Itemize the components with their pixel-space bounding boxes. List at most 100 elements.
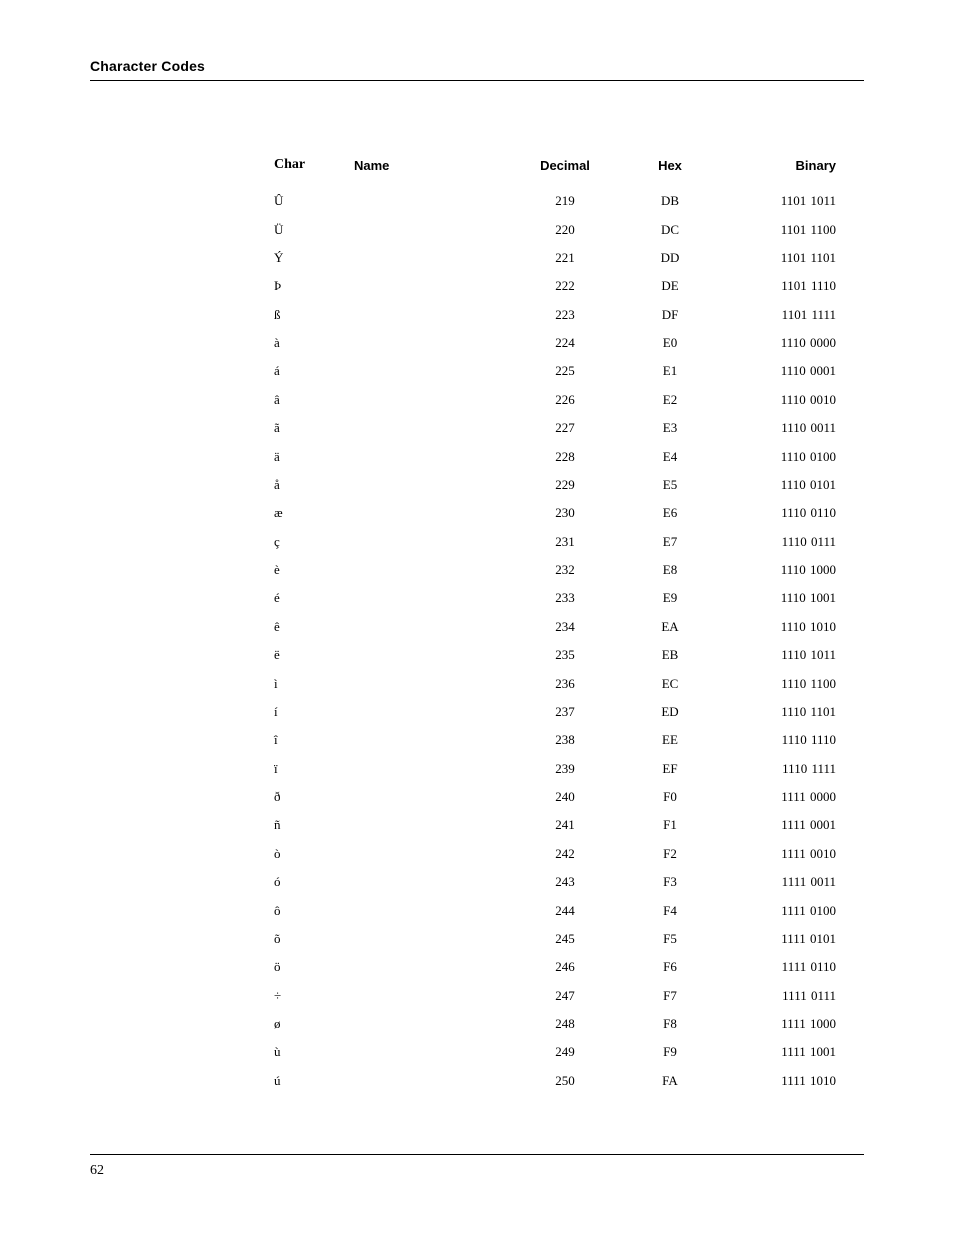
cell-hex: F0 bbox=[620, 783, 720, 811]
cell-decimal: 239 bbox=[510, 755, 620, 783]
cell-hex: DE bbox=[620, 272, 720, 300]
cell-binary: 1101 1110 bbox=[720, 272, 840, 300]
cell-name bbox=[350, 272, 510, 300]
cell-binary: 1111 0111 bbox=[720, 982, 840, 1010]
cell-char: ô bbox=[270, 896, 350, 924]
cell-name bbox=[350, 896, 510, 924]
cell-name bbox=[350, 726, 510, 754]
cell-hex: F1 bbox=[620, 811, 720, 839]
cell-decimal: 243 bbox=[510, 868, 620, 896]
cell-binary: 1110 0101 bbox=[720, 471, 840, 499]
cell-binary: 1101 1101 bbox=[720, 244, 840, 272]
cell-char: ú bbox=[270, 1067, 350, 1095]
cell-decimal: 248 bbox=[510, 1010, 620, 1038]
cell-name bbox=[350, 499, 510, 527]
table-row: ð240F01111 0000 bbox=[270, 783, 840, 811]
cell-decimal: 227 bbox=[510, 414, 620, 442]
cell-hex: E3 bbox=[620, 414, 720, 442]
cell-char: Ý bbox=[270, 244, 350, 272]
cell-decimal: 221 bbox=[510, 244, 620, 272]
cell-binary: 1110 1001 bbox=[720, 584, 840, 612]
table-row: ë235EB1110 1011 bbox=[270, 641, 840, 669]
cell-name bbox=[350, 755, 510, 783]
cell-decimal: 246 bbox=[510, 953, 620, 981]
table-body: Û219DB1101 1011Ü220DC1101 1100Ý221DD1101… bbox=[270, 187, 840, 1095]
cell-hex: E9 bbox=[620, 584, 720, 612]
table-row: í237ED1110 1101 bbox=[270, 698, 840, 726]
cell-name bbox=[350, 925, 510, 953]
cell-hex: E8 bbox=[620, 556, 720, 584]
table-row: ó243F31111 0011 bbox=[270, 868, 840, 896]
cell-name bbox=[350, 584, 510, 612]
cell-decimal: 236 bbox=[510, 669, 620, 697]
cell-binary: 1111 1001 bbox=[720, 1038, 840, 1066]
cell-name bbox=[350, 641, 510, 669]
cell-name bbox=[350, 1010, 510, 1038]
table-row: ï239EF1110 1111 bbox=[270, 755, 840, 783]
cell-name bbox=[350, 329, 510, 357]
cell-hex: F8 bbox=[620, 1010, 720, 1038]
cell-binary: 1110 0010 bbox=[720, 386, 840, 414]
cell-decimal: 234 bbox=[510, 613, 620, 641]
cell-hex: E1 bbox=[620, 357, 720, 385]
cell-char: é bbox=[270, 584, 350, 612]
cell-binary: 1111 0110 bbox=[720, 953, 840, 981]
cell-binary: 1110 0110 bbox=[720, 499, 840, 527]
cell-binary: 1110 0001 bbox=[720, 357, 840, 385]
cell-hex: F9 bbox=[620, 1038, 720, 1066]
table-row: ç231E71110 0111 bbox=[270, 528, 840, 556]
cell-decimal: 240 bbox=[510, 783, 620, 811]
cell-decimal: 220 bbox=[510, 215, 620, 243]
cell-hex: EA bbox=[620, 613, 720, 641]
table-row: ö246F61111 0110 bbox=[270, 953, 840, 981]
cell-binary: 1101 1100 bbox=[720, 215, 840, 243]
table-row: ú250FA1111 1010 bbox=[270, 1067, 840, 1095]
cell-decimal: 242 bbox=[510, 840, 620, 868]
cell-binary: 1110 1000 bbox=[720, 556, 840, 584]
cell-decimal: 223 bbox=[510, 301, 620, 329]
table-row: Û219DB1101 1011 bbox=[270, 187, 840, 215]
table-row: ã227E31110 0011 bbox=[270, 414, 840, 442]
cell-name bbox=[350, 357, 510, 385]
table-row: à224E01110 0000 bbox=[270, 329, 840, 357]
table-row: ø248F81111 1000 bbox=[270, 1010, 840, 1038]
cell-name bbox=[350, 215, 510, 243]
cell-char: Þ bbox=[270, 272, 350, 300]
cell-decimal: 229 bbox=[510, 471, 620, 499]
running-header: Character Codes bbox=[90, 58, 864, 81]
cell-char: â bbox=[270, 386, 350, 414]
table-header-row: Char Name Decimal Hex Binary bbox=[270, 151, 840, 187]
col-header-binary: Binary bbox=[720, 151, 840, 187]
table-row: ä228E41110 0100 bbox=[270, 442, 840, 470]
cell-hex: E4 bbox=[620, 442, 720, 470]
cell-decimal: 244 bbox=[510, 896, 620, 924]
cell-hex: DF bbox=[620, 301, 720, 329]
table-row: ô244F41111 0100 bbox=[270, 896, 840, 924]
cell-char: è bbox=[270, 556, 350, 584]
cell-name bbox=[350, 840, 510, 868]
cell-char: ÷ bbox=[270, 982, 350, 1010]
cell-hex: EC bbox=[620, 669, 720, 697]
cell-binary: 1110 1011 bbox=[720, 641, 840, 669]
cell-char: î bbox=[270, 726, 350, 754]
page: Character Codes Char Name Decimal Hex Bi… bbox=[0, 0, 954, 1235]
table-row: Þ222DE1101 1110 bbox=[270, 272, 840, 300]
cell-char: í bbox=[270, 698, 350, 726]
cell-decimal: 241 bbox=[510, 811, 620, 839]
col-header-char: Char bbox=[270, 151, 350, 187]
cell-hex: EB bbox=[620, 641, 720, 669]
cell-hex: E2 bbox=[620, 386, 720, 414]
cell-hex: E6 bbox=[620, 499, 720, 527]
cell-name bbox=[350, 698, 510, 726]
table-row: ò242F21111 0010 bbox=[270, 840, 840, 868]
cell-decimal: 219 bbox=[510, 187, 620, 215]
cell-name bbox=[350, 1038, 510, 1066]
cell-binary: 1111 0000 bbox=[720, 783, 840, 811]
cell-binary: 1110 0100 bbox=[720, 442, 840, 470]
cell-name bbox=[350, 982, 510, 1010]
cell-binary: 1110 1101 bbox=[720, 698, 840, 726]
cell-char: Ü bbox=[270, 215, 350, 243]
cell-decimal: 225 bbox=[510, 357, 620, 385]
cell-char: ó bbox=[270, 868, 350, 896]
cell-hex: E5 bbox=[620, 471, 720, 499]
